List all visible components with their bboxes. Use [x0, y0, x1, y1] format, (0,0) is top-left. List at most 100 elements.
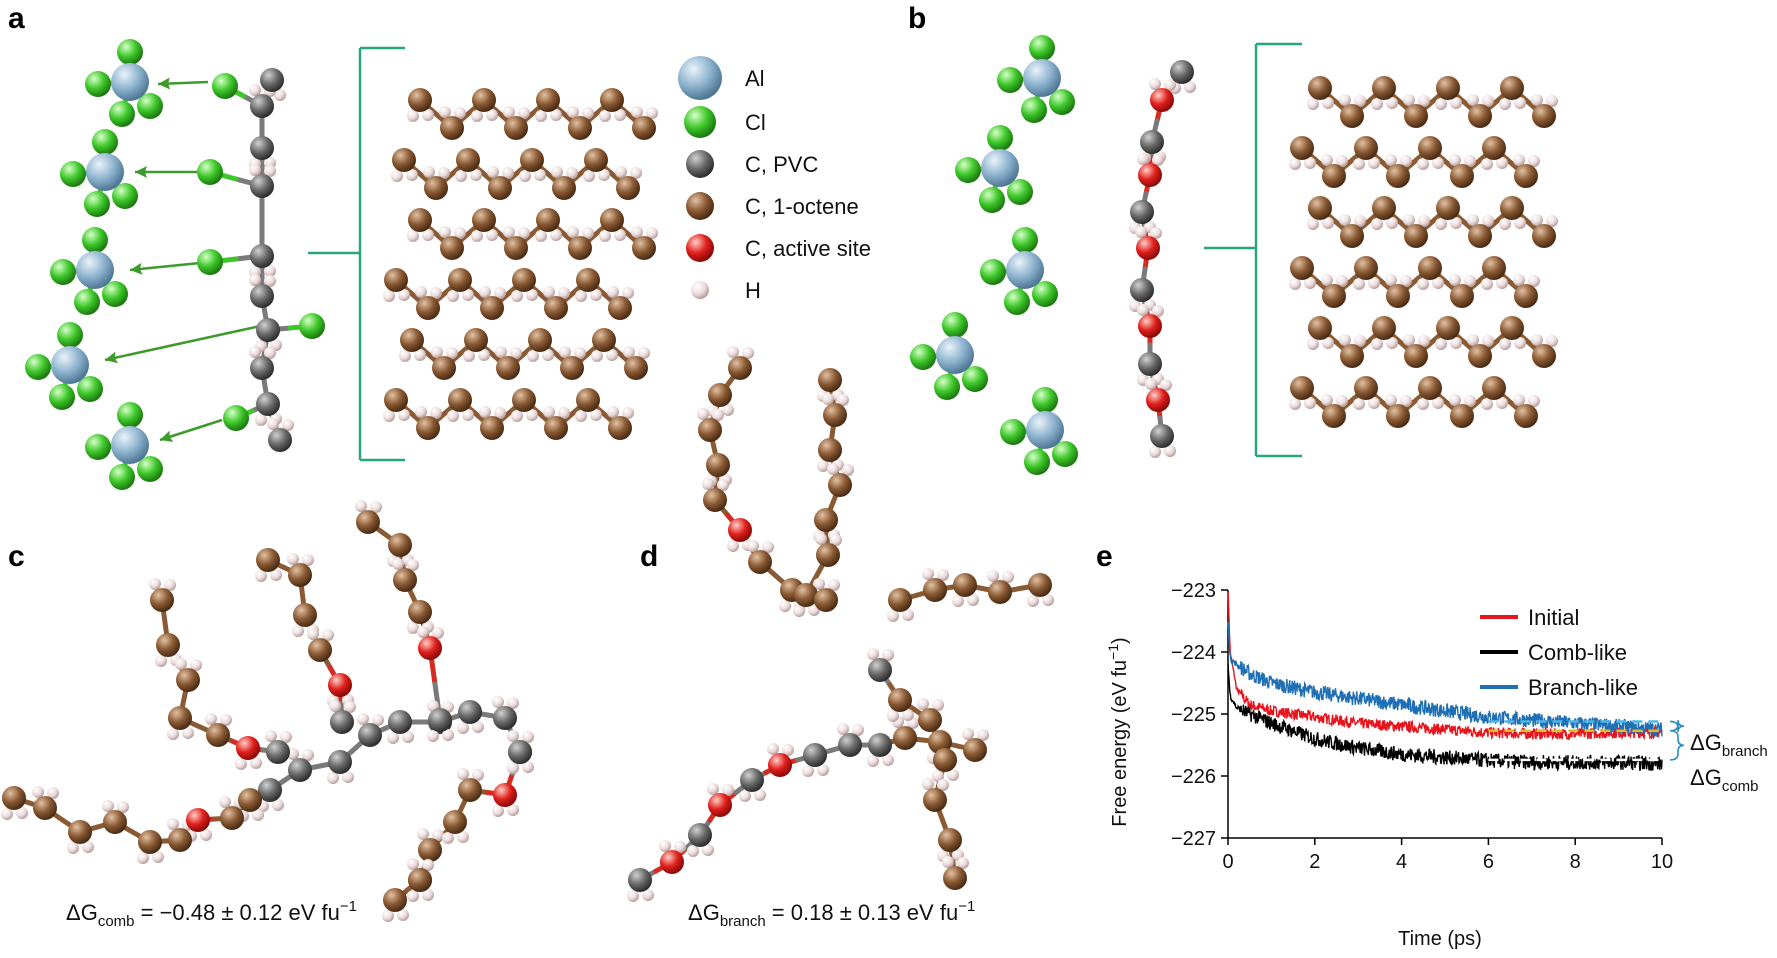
- octene-carbon-atom: [1308, 316, 1332, 340]
- hydrogen-atom: [837, 723, 849, 735]
- legend-label-initial: Initial: [1528, 605, 1579, 630]
- hydrogen-atom: [518, 107, 530, 119]
- hydrogen-atom: [1496, 277, 1508, 289]
- hydrogen-atom: [1449, 154, 1461, 166]
- hydrogen-atom: [1368, 157, 1380, 169]
- hydrogen-atom: [867, 648, 879, 660]
- octene-carbon-atom: [472, 208, 496, 232]
- hydrogen-atom: [1546, 215, 1558, 227]
- octene-carbon-atom: [1354, 256, 1378, 280]
- active-site-carbon-atom: [1138, 163, 1162, 187]
- hydrogen-atom: [590, 289, 602, 301]
- series-line-initial: [1227, 592, 1663, 741]
- hydrogen-atom: [454, 107, 466, 119]
- hydrogen-atom: [407, 890, 419, 902]
- octene-carbon-atom: [1386, 164, 1410, 188]
- hydrogen-atom: [1, 808, 13, 820]
- hydrogen-atom: [255, 414, 267, 426]
- hydrogen-atom: [1339, 214, 1351, 226]
- chlorine-atom: [197, 159, 223, 185]
- hydrogen-atom: [977, 729, 989, 741]
- octene-carbon-atom: [1532, 104, 1556, 128]
- pvc-carbon-atom: [868, 733, 892, 757]
- hydrogen-atom: [937, 779, 949, 791]
- hydrogen-atom: [282, 419, 294, 431]
- hydrogen-atom: [1417, 158, 1429, 170]
- hydrogen-atom: [200, 829, 212, 841]
- hydrogen-atom: [1400, 395, 1412, 407]
- octene-carbon-atom: [480, 296, 504, 320]
- hydrogen-atom: [1400, 155, 1412, 167]
- octene-carbon-atom: [818, 438, 842, 462]
- hydrogen-atom: [917, 698, 929, 710]
- legend-label-oct: C, 1-octene: [745, 194, 859, 219]
- chlorine-atom: [910, 344, 936, 370]
- hydrogen-atom: [407, 559, 419, 571]
- hydrogen-atom: [867, 755, 879, 767]
- hydrogen-atom: [1371, 338, 1383, 350]
- octene-carbon-atom: [480, 416, 504, 440]
- hydrogen-atom: [417, 626, 429, 638]
- hydrogen-atom: [813, 578, 825, 590]
- octene-carbon-atom: [698, 418, 722, 442]
- pvc-carbon-atom: [838, 733, 862, 757]
- hydrogen-atom: [535, 110, 547, 122]
- hydrogen-atom: [962, 728, 974, 740]
- octene-carbon-atom: [608, 296, 632, 320]
- chlorine-atom: [137, 93, 163, 119]
- octene-carbon-atom: [552, 176, 576, 200]
- octene-carbon-atom: [408, 208, 432, 232]
- chlorine-atom: [1049, 89, 1075, 115]
- free-energy-chart: 0 2 4 6 8 10 −223 −224 −225 −226 −227 Initial Comb-l…: [1171, 580, 1685, 873]
- octene-carbon-atom: [443, 810, 467, 834]
- hydrogen-atom: [606, 349, 618, 361]
- y-tick-label: −224: [1171, 642, 1216, 664]
- chlorine-atom: [1032, 281, 1058, 307]
- hydrogen-atom: [32, 786, 44, 798]
- hydrogen-atom: [762, 541, 774, 553]
- hydrogen-atom: [1467, 334, 1479, 346]
- legend-swatch-cl: [684, 106, 716, 138]
- pvc-carbon-atom: [628, 868, 652, 892]
- hydrogen-atom: [887, 610, 899, 622]
- octene-carbon-atom: [1436, 196, 1460, 220]
- hydrogen-atom: [398, 409, 410, 421]
- x-tick-label: 8: [1570, 851, 1581, 873]
- hydrogen-atom: [357, 713, 369, 725]
- hydrogen-atom: [432, 627, 444, 639]
- hydrogen-atom: [607, 286, 619, 298]
- hydrogen-atom: [527, 350, 539, 362]
- hydrogen-atom: [1149, 78, 1161, 90]
- series-line-branch-like: [1227, 621, 1663, 738]
- hydrogen-atom: [1304, 157, 1316, 169]
- octene-carbon-atom: [33, 796, 57, 820]
- active-site-carbon-atom: [493, 783, 517, 807]
- hydrogen-atom: [344, 701, 356, 713]
- hydrogen-atom: [574, 347, 586, 359]
- hydrogen-atom: [415, 406, 427, 418]
- molecule-atoms: [1, 35, 1558, 922]
- pvc-carbon-atom: [256, 392, 280, 416]
- hydrogen-atom: [559, 346, 571, 358]
- hydrogen-atom: [567, 106, 579, 118]
- octene-carbon-atom: [600, 88, 624, 112]
- hydrogen-atom: [1289, 398, 1301, 410]
- hydrogen-atom: [1354, 95, 1366, 107]
- active-site-carbon-atom: [186, 808, 210, 832]
- hydrogen-atom: [1482, 215, 1494, 227]
- chlorine-atom: [109, 101, 135, 127]
- hydrogen-atom: [1289, 278, 1301, 290]
- hydrogen-atom: [1464, 275, 1476, 287]
- hydrogen-atom: [1321, 394, 1333, 406]
- hydrogen-atom: [1514, 217, 1526, 229]
- hydrogen-atom: [937, 569, 949, 581]
- hydrogen-atom: [292, 625, 304, 637]
- hydrogen-atom: [1403, 334, 1415, 346]
- hydrogen-atom: [615, 166, 627, 178]
- active-site-carbon-atom: [236, 736, 260, 760]
- hydrogen-atom: [462, 409, 474, 421]
- hydrogen-atom: [1531, 94, 1543, 106]
- hydrogen-atom: [422, 229, 434, 241]
- hydrogen-atom: [487, 166, 499, 178]
- hydrogen-atom: [1403, 94, 1415, 106]
